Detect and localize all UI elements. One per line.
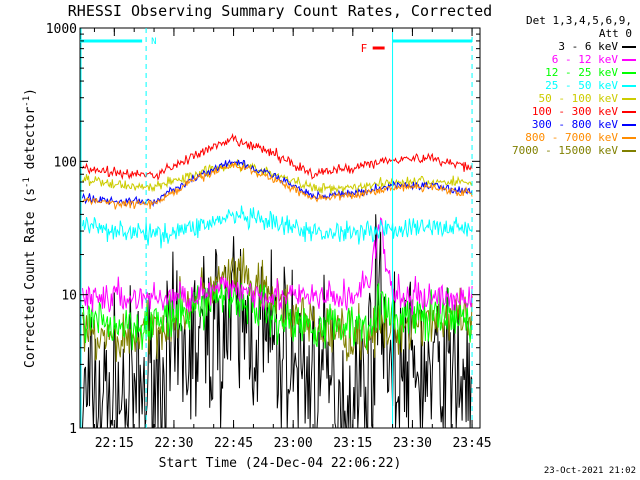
y-axis-label-part: Corrected Count Rate (s (23, 188, 38, 368)
legend-entry-label: 7000 - 15000 keV (512, 144, 618, 157)
legend-entry: 800 - 7000 keV (484, 131, 636, 144)
legend-entries: 3 - 6 keV 6 - 12 keV 12 - 25 keV 25 - 50 ke… (484, 40, 636, 157)
legend-entry: 100 - 300 keV (484, 105, 636, 118)
legend-entry-label: 50 - 100 keV (538, 92, 618, 105)
x-tick-label: 22:45 (214, 436, 253, 451)
legend-swatch (622, 149, 636, 152)
series-line-0 (82, 214, 473, 429)
legend-entry-label: 25 - 50 keV (545, 79, 618, 92)
legend-entry-label: 100 - 300 keV (531, 105, 618, 118)
series-line-3 (82, 205, 473, 249)
y-tick-label: 10 (61, 289, 77, 304)
legend-entry: 300 - 800 keV (484, 118, 636, 131)
series-line-4 (82, 159, 473, 195)
night-marker-label: N (151, 37, 156, 47)
legend-entry: 3 - 6 keV (484, 40, 636, 53)
y-tick-label: 1000 (46, 22, 77, 37)
legend-swatch (622, 97, 636, 100)
legend-entry: 6 - 12 keV (484, 53, 636, 66)
legend-swatch (622, 110, 636, 113)
legend-entry-label: 800 - 7000 keV (525, 131, 618, 144)
y-tick-label: 100 (54, 155, 77, 170)
generation-timestamp: 23-Oct-2021 21:02 (543, 466, 636, 476)
legend-entry-label: 6 - 12 keV (551, 53, 618, 66)
series-line-2 (82, 281, 473, 351)
chart-title: RHESSI Observing Summary Count Rates, Co… (68, 2, 492, 20)
legend-entry-label: 300 - 800 keV (531, 118, 618, 131)
x-tick-label: 23:45 (452, 436, 491, 451)
y-axis-label-superscript: -1 (22, 96, 32, 107)
y-axis-label-superscript: -1 (22, 177, 32, 188)
legend-entry: 7000 - 15000 keV (484, 144, 636, 157)
series-line-5 (82, 132, 473, 182)
series-line-1 (82, 216, 473, 315)
y-axis-label: Corrected Count Rate (s-1 detector-1) (22, 88, 38, 368)
legend-swatch (622, 123, 636, 126)
y-axis-label-part: ) (23, 88, 38, 96)
series-line-6 (82, 159, 473, 208)
attenuator-label: Att 0 (598, 27, 632, 40)
y-axis-label-part: detector (23, 107, 38, 178)
x-tick-label: 23:15 (333, 436, 372, 451)
x-tick-label: 22:30 (154, 436, 193, 451)
x-tick-label: 22:15 (95, 436, 134, 451)
legend-entry-label: 12 - 25 keV (545, 66, 618, 79)
x-tick-label: 23:00 (274, 436, 313, 451)
legend-swatch (622, 136, 636, 139)
legend-swatch (622, 71, 636, 74)
legend-swatch (622, 45, 636, 48)
flare-marker-label: F (361, 42, 368, 55)
legend-entry: 12 - 25 keV (484, 66, 636, 79)
legend-entry-label: 3 - 6 keV (558, 40, 618, 53)
legend-entry: 50 - 100 keV (484, 92, 636, 105)
legend-entry: 25 - 50 keV (484, 79, 636, 92)
legend: Det 1,3,4,5,6,9, Att 0 3 - 6 keV 6 - 12 k… (484, 14, 636, 157)
plot-frame (79, 27, 481, 429)
detectors-label: Det 1,3,4,5,6,9, (526, 14, 632, 27)
x-axis-label: Start Time (24-Dec-04 22:06:22) (159, 456, 402, 471)
legend-swatch (622, 84, 636, 87)
series-line-7 (82, 161, 473, 210)
legend-swatch (622, 58, 636, 61)
x-tick-label: 23:30 (393, 436, 432, 451)
y-tick-label: 1 (69, 422, 77, 437)
